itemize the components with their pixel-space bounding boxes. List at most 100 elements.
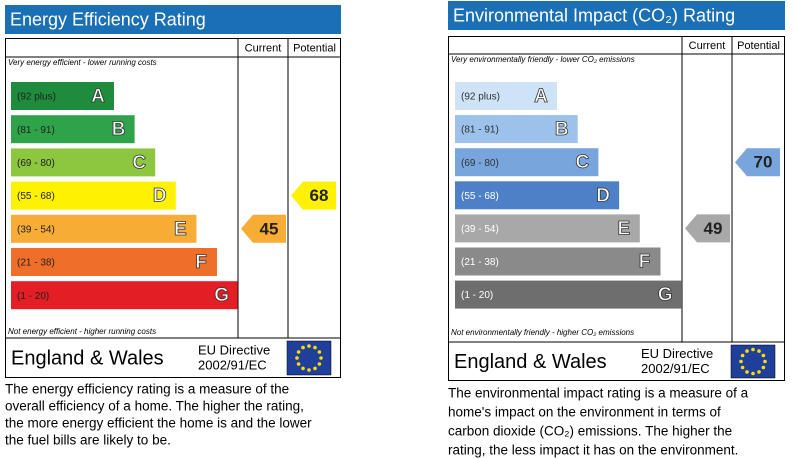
eu-star	[763, 359, 767, 364]
rating-value: 70	[754, 153, 773, 172]
band-letter: A	[534, 86, 548, 107]
description-line: overall efficiency of a home. The higher…	[5, 399, 304, 414]
header-current: Current	[689, 40, 726, 52]
band-letter: F	[195, 252, 207, 273]
footer-directive: 2002/91/EC	[198, 357, 267, 372]
rating-arrow	[241, 214, 286, 243]
description-line: home's impact on the environment in term…	[448, 405, 721, 420]
band-letter: B	[112, 119, 126, 140]
band-range: (69 - 80)	[17, 158, 55, 169]
band-bar	[455, 115, 578, 144]
band-bar	[455, 280, 682, 309]
rating-value: 49	[704, 219, 723, 238]
eu-star	[757, 349, 761, 353]
footer-directive: EU Directive	[198, 342, 270, 357]
bottom-note: Not environmentally friendly - higher CO…	[451, 328, 634, 337]
band-bar	[11, 214, 197, 243]
eu-star	[296, 350, 301, 354]
band-bar	[11, 148, 156, 177]
top-note: Very energy efficient - lower running co…	[8, 58, 157, 67]
band-letter: G	[214, 285, 229, 306]
band-range: (92 plus)	[17, 92, 56, 103]
band-range: (21 - 38)	[461, 257, 499, 268]
band-range: (1 - 20)	[17, 291, 49, 302]
rating-arrow	[735, 148, 780, 177]
footer-region: England & Wales	[11, 347, 164, 369]
band-range: (55 - 68)	[17, 191, 55, 202]
panel-title: Environmental Impact (CO₂) Rating	[453, 5, 735, 25]
eu-star	[761, 365, 766, 370]
band-bar	[455, 82, 557, 110]
band-range: (92 plus)	[461, 92, 500, 103]
band-range: (81 - 91)	[17, 125, 55, 136]
band-letter: D	[153, 186, 167, 207]
bottom-note: Not energy efficient - higher running co…	[8, 327, 156, 336]
description-line: The environmental impact rating is a mea…	[448, 386, 749, 401]
footer-region: England & Wales	[454, 351, 607, 373]
band-letter: A	[91, 86, 105, 107]
band-bar	[11, 281, 238, 310]
description-line: the more energy efficient the home is an…	[5, 416, 312, 431]
title-bar	[448, 1, 785, 30]
band-range: (81 - 91)	[461, 125, 499, 136]
rating-value: 45	[260, 219, 279, 238]
band-bar	[455, 181, 620, 210]
description-line: The energy efficiency rating is a measur…	[5, 382, 289, 397]
eu-star	[301, 345, 305, 350]
eu-star	[745, 349, 749, 353]
band-bar	[455, 214, 640, 243]
chart-frame	[448, 36, 785, 381]
band-letter: D	[596, 185, 610, 206]
band-letter: G	[658, 285, 673, 306]
eu-star	[296, 362, 301, 366]
band-range: (39 - 54)	[461, 224, 499, 235]
eu-star	[739, 359, 743, 364]
eu-star	[317, 362, 322, 366]
band-letter: C	[576, 152, 590, 173]
band-letter: C	[132, 152, 146, 173]
footer-directive: 2002/91/EC	[641, 361, 710, 376]
chart-frame	[5, 38, 341, 378]
rating-arrow	[291, 181, 336, 210]
eu-star	[740, 365, 745, 370]
top-note: Very environmentally friendly - lower CO…	[451, 55, 635, 64]
description-line: the fuel bills are likely to be.	[5, 433, 171, 448]
band-range: (21 - 38)	[17, 258, 55, 269]
eu-star	[313, 366, 317, 371]
eu-star	[751, 371, 755, 376]
rating-arrow	[685, 214, 730, 243]
eu-star	[745, 370, 749, 374]
eu-star	[751, 347, 755, 352]
eu-star	[313, 345, 317, 350]
band-bar	[455, 247, 661, 276]
eu-star	[757, 370, 761, 374]
band-letter: E	[617, 218, 630, 239]
rating-value: 68	[310, 186, 329, 205]
band-range: (55 - 68)	[461, 191, 499, 202]
header-potential: Potential	[737, 40, 780, 52]
eu-star	[307, 344, 311, 348]
panel-title: Energy Efficiency Rating	[10, 9, 206, 29]
band-bar	[11, 82, 114, 110]
band-letter: F	[639, 252, 651, 273]
band-bar	[11, 248, 217, 276]
description-line: carbon dioxide (CO₂) emissions. The high…	[448, 424, 732, 439]
description-line: rating, the less impact it has on the en…	[448, 443, 738, 458]
band-bar	[455, 148, 599, 177]
band-range: (1 - 20)	[461, 290, 493, 301]
header-current: Current	[245, 42, 282, 54]
eu-star	[295, 356, 299, 360]
band-bar	[11, 181, 176, 210]
band-letter: B	[555, 119, 569, 140]
eu-star	[761, 353, 766, 358]
eu-star	[307, 368, 311, 372]
eu-star	[317, 350, 322, 354]
header-potential: Potential	[293, 42, 336, 54]
band-bar	[11, 115, 135, 144]
band-range: (39 - 54)	[17, 224, 55, 235]
footer-directive: EU Directive	[641, 346, 713, 361]
eu-star	[319, 356, 323, 360]
band-range: (69 - 80)	[461, 158, 499, 169]
band-letter: E	[174, 219, 187, 240]
